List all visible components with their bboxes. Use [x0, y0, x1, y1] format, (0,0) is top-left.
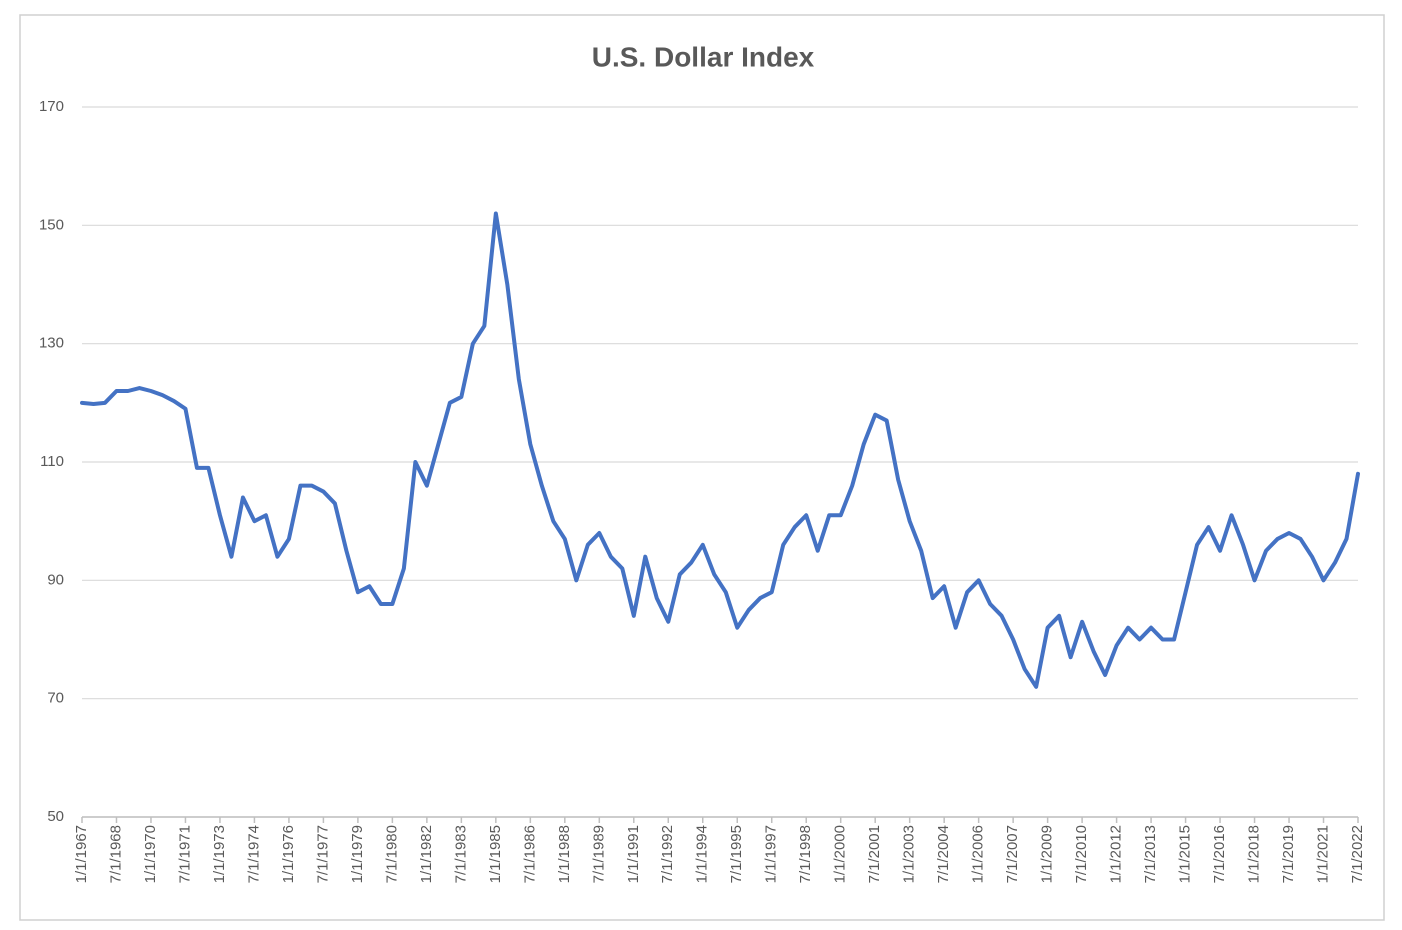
chart-title: U.S. Dollar Index: [592, 41, 815, 72]
x-tick-label: 1/1/1970: [142, 825, 159, 883]
x-tick-label: 7/1/2016: [1211, 825, 1228, 883]
chart-border: [19, 14, 1385, 921]
x-tick-label: 1/1/2009: [1039, 825, 1056, 883]
x-tick-label: 1/1/2003: [901, 825, 918, 883]
x-tick-label: 7/1/1992: [659, 825, 676, 883]
y-tick-label: 50: [47, 808, 64, 825]
x-tick-label: 7/1/1998: [797, 825, 814, 883]
x-tick-label: 1/1/1979: [349, 825, 366, 883]
x-tick-label: 1/1/2000: [832, 825, 849, 883]
y-tick-label: 110: [40, 453, 64, 470]
x-tick-label: 1/1/1967: [73, 825, 90, 883]
x-tick-label: 7/1/1977: [314, 825, 331, 883]
x-tick-label: 7/1/1983: [452, 825, 469, 883]
x-tick-label: 1/1/1982: [418, 825, 435, 883]
y-tick-label: 130: [39, 335, 64, 352]
x-tick-label: 7/1/2007: [1004, 825, 1021, 883]
x-tick-label: 1/1/2021: [1314, 825, 1331, 883]
x-tick-label: 1/1/1991: [625, 825, 642, 883]
x-tick-label: 7/1/2013: [1142, 825, 1159, 883]
x-tick-label: 7/1/1974: [245, 825, 262, 883]
x-tick-label: 7/1/2019: [1280, 825, 1297, 883]
x-tick-label: 1/1/2018: [1246, 825, 1263, 883]
x-tick-label: 7/1/1986: [521, 825, 538, 883]
y-tick-label: 150: [39, 216, 64, 233]
y-tick-label: 70: [47, 690, 64, 707]
data-line: [80, 211, 1360, 689]
y-tick-label: 170: [39, 98, 64, 115]
x-tick-label: 1/1/2012: [1108, 825, 1125, 883]
x-tick-label: 7/1/1971: [176, 825, 193, 883]
x-tick-label: 1/1/1973: [211, 825, 228, 883]
x-tick-label: 7/1/2004: [935, 825, 952, 883]
x-tick-label: 1/1/1985: [487, 825, 504, 883]
x-tick-label: 7/1/1980: [383, 825, 400, 883]
x-tick-label: 7/1/2001: [866, 825, 883, 883]
x-tick-label: 1/1/1997: [763, 825, 780, 883]
x-tick-label: 7/1/1995: [728, 825, 745, 883]
x-tick-label: 1/1/1994: [694, 825, 711, 883]
x-tick-label: 7/1/1968: [107, 825, 124, 883]
x-tick-label: 1/1/1988: [556, 825, 573, 883]
x-tick-label: 7/1/1989: [590, 825, 607, 883]
x-tick-label: 1/1/2006: [970, 825, 987, 883]
x-tick-label: 7/1/2010: [1073, 825, 1090, 883]
x-tick-label: 7/1/2022: [1349, 825, 1366, 883]
x-tick-label: 1/1/1976: [280, 825, 297, 883]
x-tick-label: 1/1/2015: [1177, 825, 1194, 883]
y-tick-label: 90: [47, 571, 64, 588]
